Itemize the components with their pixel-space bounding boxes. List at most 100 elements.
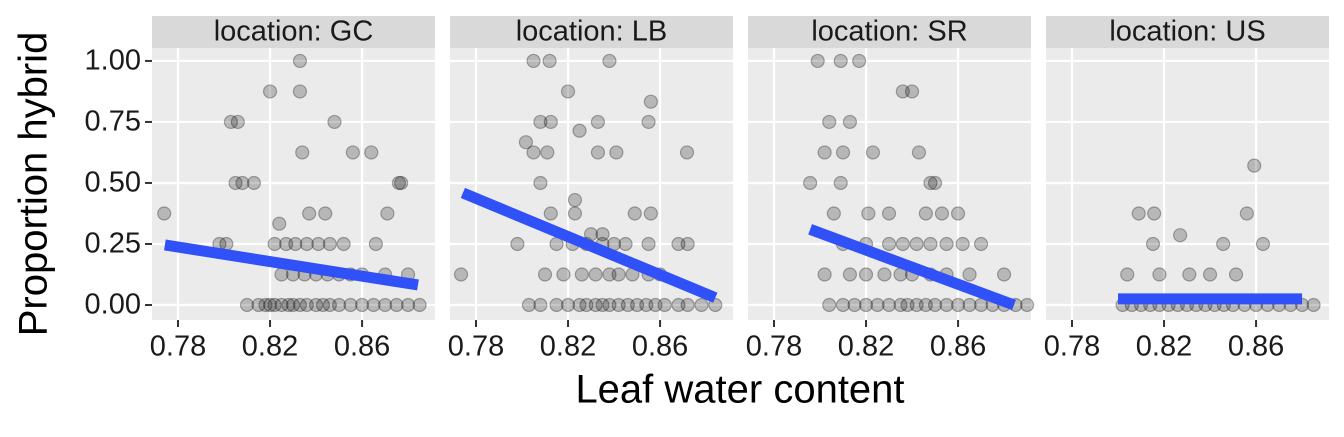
- x-axis-title: Leaf water content: [575, 368, 904, 412]
- point: [412, 297, 427, 313]
- point: [267, 236, 282, 252]
- point: [643, 94, 658, 109]
- point: [230, 114, 245, 130]
- point: [588, 297, 603, 313]
- point: [1306, 297, 1321, 313]
- point: [302, 206, 317, 221]
- point: [590, 145, 606, 160]
- point: [295, 145, 310, 160]
- point: [322, 297, 337, 313]
- point: [1019, 297, 1035, 313]
- point: [315, 297, 331, 313]
- point: [1228, 267, 1244, 282]
- point: [537, 267, 553, 282]
- point: [648, 297, 663, 313]
- point: [292, 53, 308, 69]
- point: [251, 297, 266, 313]
- point: [641, 236, 656, 252]
- point: [228, 175, 243, 191]
- point: [274, 297, 289, 313]
- x-tick-label: 0.82: [838, 331, 894, 363]
- point: [1182, 267, 1197, 282]
- point: [322, 236, 337, 252]
- point: [680, 236, 695, 252]
- point: [1247, 158, 1262, 173]
- point: [611, 267, 626, 282]
- point: [377, 297, 393, 313]
- point: [518, 135, 534, 150]
- point: [950, 297, 966, 313]
- point: [847, 297, 862, 313]
- point: [560, 297, 576, 313]
- point: [918, 206, 933, 221]
- point: [299, 297, 314, 313]
- point: [533, 175, 548, 191]
- point: [950, 206, 966, 221]
- trend-line: [460, 187, 718, 303]
- point: [574, 267, 589, 282]
- point: [629, 297, 645, 313]
- point: [602, 267, 617, 282]
- point: [318, 206, 333, 221]
- point: [1147, 206, 1162, 221]
- strip-label: location: LB: [516, 16, 668, 48]
- point: [331, 297, 347, 313]
- point: [389, 297, 404, 313]
- point: [327, 114, 342, 130]
- point: [588, 267, 603, 282]
- y-tick-label: 0.00: [85, 289, 141, 321]
- point: [258, 297, 273, 313]
- point: [911, 145, 927, 160]
- point: [579, 297, 594, 313]
- strip-background: [1046, 16, 1329, 48]
- point: [927, 297, 943, 313]
- point: [817, 145, 832, 160]
- strip-label: location: SR: [811, 16, 967, 48]
- point: [272, 216, 287, 231]
- point: [996, 267, 1012, 282]
- point: [822, 114, 837, 130]
- y-tick-label: 1.00: [85, 45, 141, 77]
- point: [639, 297, 654, 313]
- point: [590, 114, 606, 130]
- point: [299, 236, 314, 252]
- point: [904, 84, 920, 99]
- point: [881, 236, 897, 252]
- point: [543, 206, 558, 221]
- point: [567, 206, 583, 221]
- y-tick-label: 0.25: [85, 228, 141, 260]
- point: [1202, 267, 1218, 282]
- strip-label: location: US: [1109, 16, 1265, 48]
- point: [817, 267, 832, 282]
- y-axis-title: Proportion hybrid: [12, 32, 56, 337]
- x-tick-label: 0.86: [930, 331, 986, 363]
- point: [345, 145, 360, 160]
- point: [1152, 267, 1167, 282]
- x-tick-label: 0.78: [746, 331, 802, 363]
- x-tick-label: 0.82: [242, 331, 298, 363]
- point: [877, 267, 892, 282]
- point: [343, 297, 358, 313]
- point: [939, 297, 954, 313]
- point: [620, 297, 635, 313]
- point: [852, 53, 867, 69]
- point: [235, 175, 250, 191]
- point: [858, 297, 874, 313]
- point: [833, 53, 848, 69]
- point: [657, 297, 672, 313]
- point: [618, 236, 633, 252]
- point: [223, 114, 239, 130]
- point: [611, 297, 626, 313]
- point: [835, 297, 851, 313]
- strip-background: [152, 16, 435, 48]
- point: [803, 175, 818, 191]
- point: [336, 236, 351, 252]
- point: [542, 53, 557, 69]
- point: [1131, 206, 1146, 221]
- point: [1239, 206, 1254, 221]
- point: [602, 53, 617, 69]
- point: [354, 297, 370, 313]
- point: [881, 297, 897, 313]
